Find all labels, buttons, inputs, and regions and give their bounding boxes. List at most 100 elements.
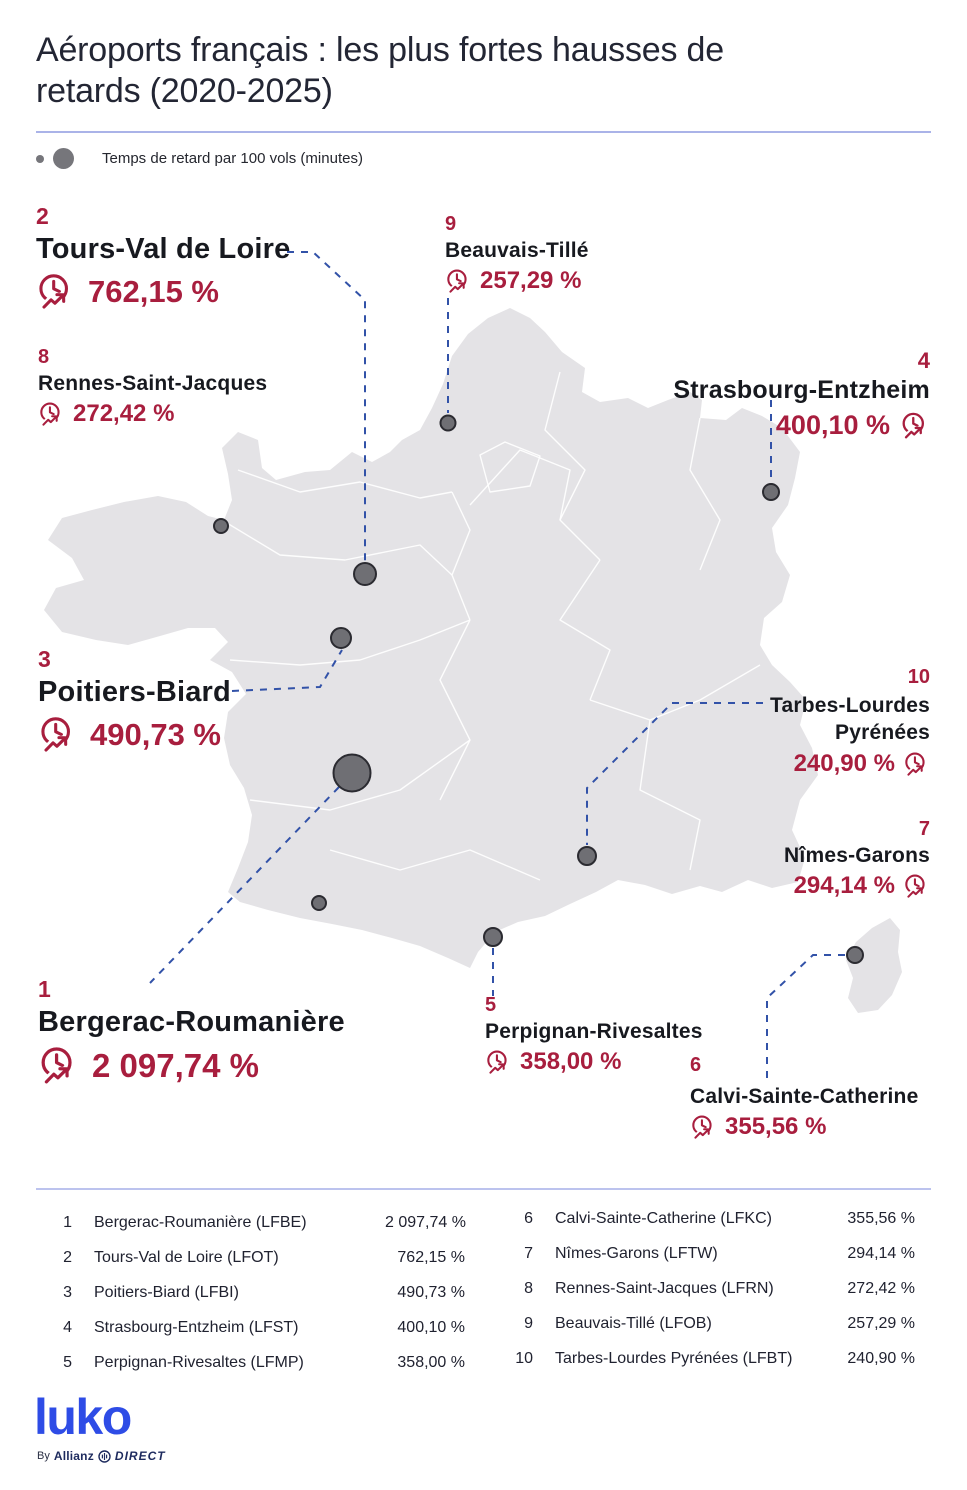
map-label-perpignan: 5 Perpignan-Rivesaltes 358,00 % <box>485 994 703 1076</box>
airport-markers <box>213 414 864 964</box>
row-airport: Tarbes-Lourdes Pyrénées (LFBT) <box>555 1349 793 1367</box>
airport-name: Beauvais-Tillé <box>445 239 589 262</box>
airport-name: Nîmes-Garons <box>784 844 930 867</box>
row-airport: Tours-Val de Loire (LFOT) <box>94 1248 279 1266</box>
table-row: 2 Tours-Val de Loire (LFOT) 762,15 % <box>36 1240 465 1275</box>
delay-value: 490,73 % <box>90 717 221 752</box>
table-row: 7 Nîmes-Garons (LFTW) 294,14 % <box>497 1236 915 1271</box>
row-airport: Strasbourg-Entzheim (LFST) <box>94 1318 299 1336</box>
map-label-nimes: 7 Nîmes-Garons 294,14 % <box>784 818 930 900</box>
map-label-bergerac: 1 Bergerac-Roumanière 2 097,74 % <box>38 976 345 1087</box>
connector-tours <box>287 251 366 561</box>
row-airport: Perpignan-Rivesaltes (LFMP) <box>94 1353 304 1371</box>
table-row: 6 Calvi-Sainte-Catherine (LFKC) 355,56 % <box>497 1201 915 1236</box>
header-divider <box>36 131 931 133</box>
row-value: 257,29 % <box>847 1314 915 1332</box>
airport-name: Rennes-Saint-Jacques <box>38 372 268 395</box>
row-rank: 10 <box>515 1349 533 1367</box>
rank-badge: 6 <box>690 1054 702 1076</box>
marker-beauvais <box>439 414 457 432</box>
rank-badge: 2 <box>36 203 49 229</box>
byline-direct: DIRECT <box>114 1449 166 1463</box>
marker-tarbes <box>311 895 327 911</box>
row-airport: Bergerac-Roumanière (LFBE) <box>94 1213 307 1231</box>
table-row: 8 Rennes-Saint-Jacques (LFRN) 272,42 % <box>497 1271 915 1306</box>
marker-rennes <box>213 518 229 534</box>
allianz-byline: By Allianz DIRECT <box>37 1449 166 1463</box>
row-airport: Poitiers-Biard (LFBI) <box>94 1283 239 1301</box>
label-connectors <box>149 251 845 1080</box>
airport-name: Calvi-Sainte-Catherine <box>690 1085 919 1108</box>
ranking-table-right: 6 Calvi-Sainte-Catherine (LFKC) 355,56 %… <box>497 1201 915 1376</box>
connector-tarbes <box>586 702 763 845</box>
row-rank: 6 <box>524 1209 533 1227</box>
row-rank: 2 <box>63 1248 72 1266</box>
title-line1: Aéroports français : les plus fortes hau… <box>36 31 724 69</box>
airport-name: Tours-Val de Loire <box>36 233 291 265</box>
row-airport: Nîmes-Garons (LFTW) <box>555 1244 718 1262</box>
delay-value: 294,14 % <box>793 872 895 899</box>
row-rank: 8 <box>524 1279 533 1297</box>
byline-by: By <box>37 1450 50 1462</box>
delay-value: 272,42 % <box>73 400 175 427</box>
region-borders <box>221 371 761 881</box>
clock-trend-icon <box>690 1114 717 1141</box>
row-value: 240,90 % <box>847 1349 915 1367</box>
airport-name: Tarbes-Lourdes Pyrénées <box>770 694 930 744</box>
row-value: 2 097,74 % <box>385 1213 466 1231</box>
row-value: 490,73 % <box>397 1283 465 1301</box>
table-row: 9 Beauvais-Tillé (LFOB) 257,29 % <box>497 1306 915 1341</box>
row-rank: 5 <box>63 1353 72 1371</box>
clock-trend-icon <box>38 401 65 428</box>
marker-strasbourg <box>762 483 780 501</box>
row-rank: 1 <box>63 1213 72 1231</box>
byline-allianz: Allianz <box>53 1449 94 1463</box>
clock-trend-icon <box>485 1049 512 1076</box>
size-legend: Temps de retard par 100 vols (minutes) <box>36 148 363 169</box>
clock-trend-icon <box>445 268 472 295</box>
map-label-tours: 2 Tours-Val de Loire 762,15 % <box>36 203 290 312</box>
map-label-poitiers: 3 Poitiers-Biard 490,73 % <box>38 646 231 755</box>
table-row: 4 Strasbourg-Entzheim (LFST) 400,10 % <box>36 1310 465 1345</box>
table-row: 10 Tarbes-Lourdes Pyrénées (LFBT) 240,90… <box>497 1341 915 1376</box>
delay-value: 355,56 % <box>725 1113 827 1140</box>
airport-name: Perpignan-Rivesaltes <box>485 1020 703 1043</box>
delay-value: 400,10 % <box>775 410 890 440</box>
row-value: 358,00 % <box>397 1353 465 1371</box>
rank-badge: 8 <box>38 346 50 368</box>
rank-badge: 1 <box>38 976 51 1002</box>
clock-trend-icon <box>903 751 930 778</box>
marker-nimes <box>577 846 597 866</box>
corsica <box>846 918 902 1013</box>
france-landmass <box>44 308 902 1013</box>
clock-trend-icon <box>36 272 76 312</box>
marker-tours <box>353 562 377 586</box>
row-value: 762,15 % <box>397 1248 465 1266</box>
clock-trend-icon <box>900 411 930 441</box>
table-row: 3 Poitiers-Biard (LFBI) 490,73 % <box>36 1275 465 1310</box>
row-rank: 9 <box>524 1314 533 1332</box>
table-row: 1 Bergerac-Roumanière (LFBE) 2 097,74 % <box>36 1205 466 1240</box>
delay-value: 257,29 % <box>480 267 582 294</box>
airport-name: Strasbourg-Entzheim <box>673 376 930 404</box>
rank-badge: 10 <box>907 666 930 688</box>
delay-value: 240,90 % <box>793 750 895 777</box>
clock-trend-icon <box>38 715 78 755</box>
rank-badge: 9 <box>445 213 457 235</box>
rank-badge: 3 <box>38 646 51 672</box>
row-rank: 3 <box>63 1283 72 1301</box>
allianz-emblem-icon <box>98 1449 111 1463</box>
row-rank: 7 <box>524 1244 533 1262</box>
map-label-beauvais: 9 Beauvais-Tillé 257,29 % <box>445 213 589 295</box>
row-value: 400,10 % <box>397 1318 465 1336</box>
clock-trend-icon <box>38 1045 80 1087</box>
rank-badge: 4 <box>917 348 930 373</box>
table-divider <box>36 1188 931 1190</box>
title-line2: retards (2020-2025) <box>36 72 333 110</box>
row-value: 272,42 % <box>847 1279 915 1297</box>
delay-value: 2 097,74 % <box>92 1047 259 1084</box>
marker-perpignan <box>483 927 503 947</box>
map-label-calvi: 6 Calvi-Sainte-Catherine 355,56 % <box>690 1054 918 1141</box>
